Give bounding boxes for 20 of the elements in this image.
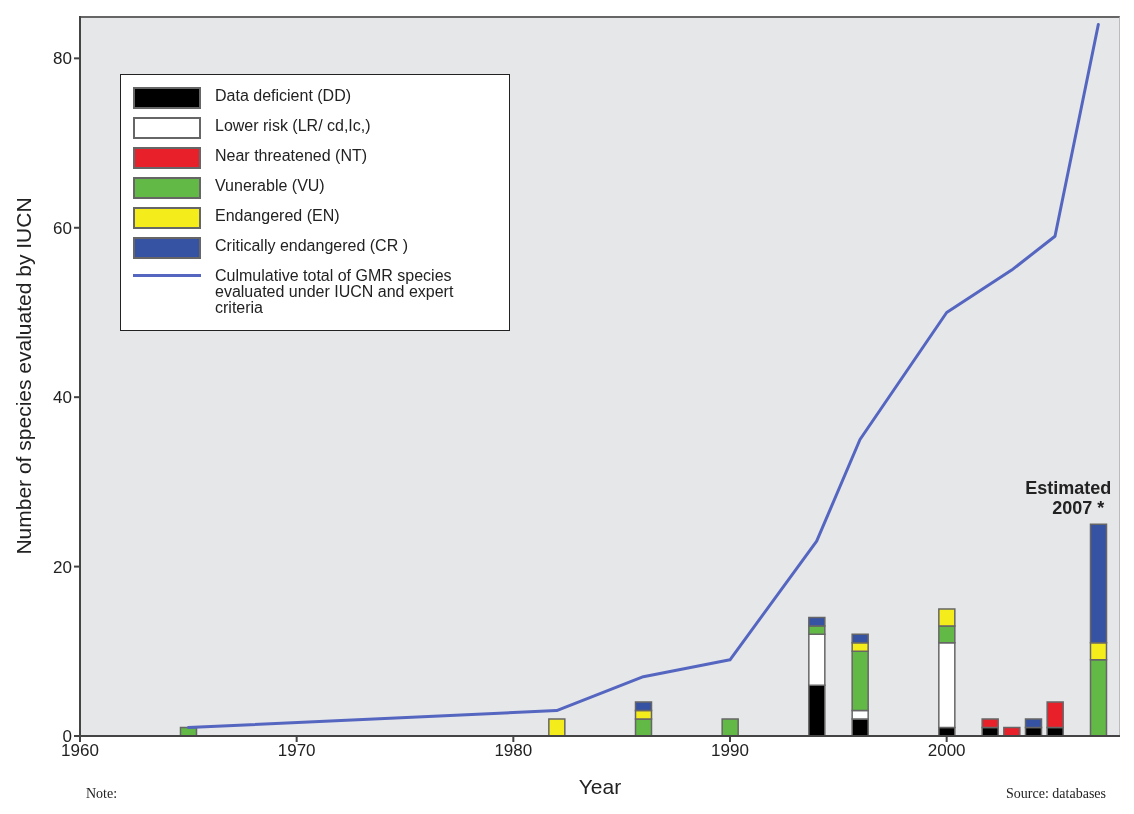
legend-label: Vunerable (VU) bbox=[215, 177, 325, 194]
legend-label: Near threatened (NT) bbox=[215, 147, 368, 164]
y-tick-label: 60 bbox=[53, 218, 72, 238]
legend-label: Lower risk (LR/ cd,Ic,) bbox=[215, 117, 371, 134]
y-tick-label: 80 bbox=[53, 49, 72, 69]
legend-label: Critically endangered (CR ) bbox=[215, 237, 408, 254]
x-axis-title: Year bbox=[578, 775, 622, 798]
text: Note: bbox=[86, 786, 118, 802]
x-tick-label: 2000 bbox=[927, 741, 966, 761]
source-note: Source: databases bbox=[1006, 786, 1106, 802]
legend-label: Endangered (EN) bbox=[215, 207, 340, 224]
x-tick-label: 1970 bbox=[277, 741, 316, 761]
y-axis-title: Number of species evaluated by IUCN bbox=[12, 197, 36, 555]
annotation: Estimated 2007 * bbox=[1025, 478, 1112, 519]
legend-label: Culmulative total of GMR species evaluated under IUCN and expert criteria bbox=[215, 267, 455, 316]
y-tick-label: 40 bbox=[53, 388, 72, 408]
x-tick-label: 1980 bbox=[494, 741, 533, 761]
y-tick-label: 20 bbox=[53, 557, 72, 577]
legend-label: Data deficient (DD) bbox=[215, 87, 352, 104]
x-tick-label: 1990 bbox=[711, 741, 749, 761]
